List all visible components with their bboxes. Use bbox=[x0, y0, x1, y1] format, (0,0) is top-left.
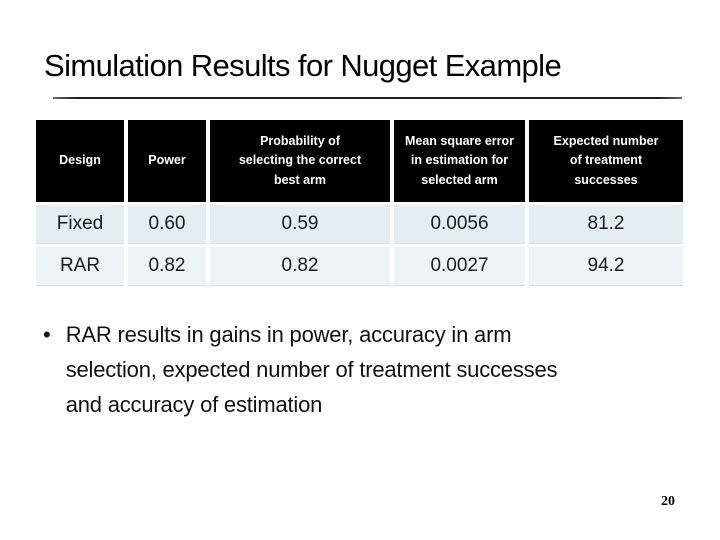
table-header-row: Design Power Probability of selecting th… bbox=[36, 120, 683, 202]
column-header-expected-successes: Expected number of treatment successes bbox=[529, 120, 683, 202]
page-number: 20 bbox=[661, 494, 675, 509]
cell-probability: 0.59 bbox=[210, 205, 390, 244]
cell-mse: 0.0056 bbox=[394, 205, 525, 244]
cell-power: 0.82 bbox=[128, 247, 206, 286]
title-underline bbox=[53, 97, 682, 99]
cell-expected: 81.2 bbox=[529, 205, 683, 244]
cell-probability: 0.82 bbox=[210, 247, 390, 286]
bullet-text: RAR results in gains in power, accuracy … bbox=[65, 322, 558, 417]
page-title: Simulation Results for Nugget Example bbox=[44, 48, 562, 83]
cell-power: 0.60 bbox=[128, 205, 206, 244]
table-row-fixed: Fixed 0.60 0.59 0.0056 81.2 bbox=[36, 205, 683, 244]
table-row-rar: RAR 0.82 0.82 0.0027 94.2 bbox=[36, 247, 683, 286]
cell-design: Fixed bbox=[36, 205, 124, 244]
column-header-mean-square-error: Mean square error in estimation for sele… bbox=[394, 120, 525, 202]
bullet-icon: • bbox=[43, 322, 51, 347]
bullet-list-item: • RAR results in gains in power, accurac… bbox=[43, 317, 653, 422]
simulation-results-table: Design Power Probability of selecting th… bbox=[36, 120, 683, 289]
cell-expected: 94.2 bbox=[529, 247, 683, 286]
cell-mse: 0.0027 bbox=[394, 247, 525, 286]
column-header-design: Design bbox=[36, 120, 124, 202]
column-header-probability: Probability of selecting the correct bes… bbox=[210, 120, 390, 202]
column-header-power: Power bbox=[128, 120, 206, 202]
cell-design: RAR bbox=[36, 247, 124, 286]
